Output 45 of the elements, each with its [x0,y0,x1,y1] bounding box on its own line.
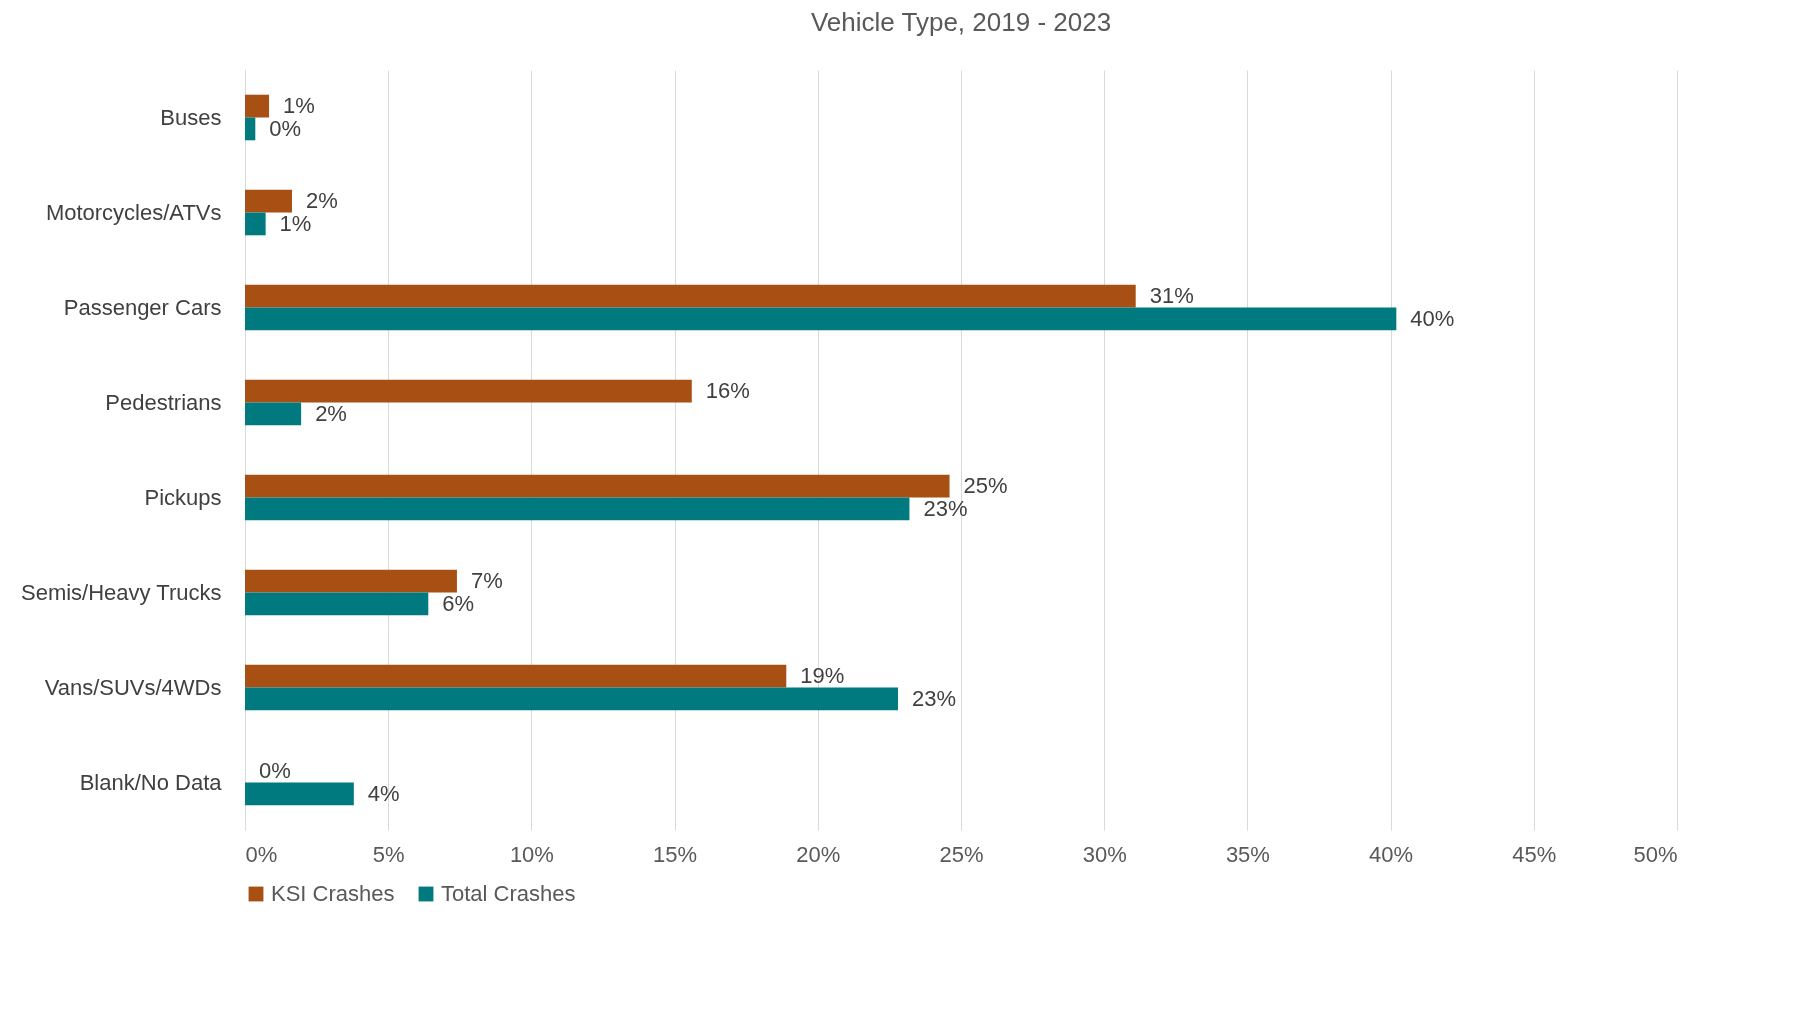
x-tick-label: 25% [939,841,984,867]
bar [245,592,429,616]
chart-title: Vehicle Type, 2019 - 2023 [810,7,1112,37]
data-label: 0% [259,758,291,784]
bar [245,497,910,521]
bar [245,379,692,403]
y-tick-label: Buses [160,104,222,130]
bar [245,284,1136,308]
x-tick-label: 35% [1225,841,1270,867]
bar [245,212,266,236]
y-tick-label: Pedestrians [105,389,222,415]
bar [245,94,270,118]
bar [245,189,292,213]
bar [245,782,354,806]
bar [245,402,302,426]
legend-label: KSI Crashes [271,881,395,906]
y-tick-label: Blank/No Data [79,769,223,795]
y-tick-label: Vans/SUVs/4WDs [44,674,222,700]
x-tick-label: 50% [1633,841,1678,867]
x-tick-label: 0% [245,841,278,867]
y-tick-label: Pickups [144,484,222,510]
x-tick-label: 10% [509,841,554,867]
data-label: 16% [705,378,750,404]
bar [245,307,1397,331]
bar [245,664,787,688]
data-label: 4% [367,780,400,806]
bar [245,569,457,593]
bar [245,687,898,711]
bar [245,117,256,141]
data-label: 23% [911,685,957,711]
x-tick-label: 20% [796,841,841,867]
data-label: 19% [800,663,845,689]
y-tick-label: Passenger Cars [63,294,222,320]
y-tick-label: Motorcycles/ATVs [45,199,222,225]
data-label: 40% [1410,305,1455,331]
x-tick-label: 5% [372,841,405,867]
data-label: 2% [315,400,347,426]
x-tick-label: 30% [1082,841,1127,867]
x-tick-label: 15% [653,841,698,867]
x-tick-label: 40% [1369,841,1414,867]
data-label: 31% [1149,283,1194,309]
bar [245,474,950,498]
y-tick-label: Semis/Heavy Trucks [21,579,222,605]
legend-label: Total Crashes [441,881,576,906]
x-tick-label: 45% [1512,841,1557,867]
